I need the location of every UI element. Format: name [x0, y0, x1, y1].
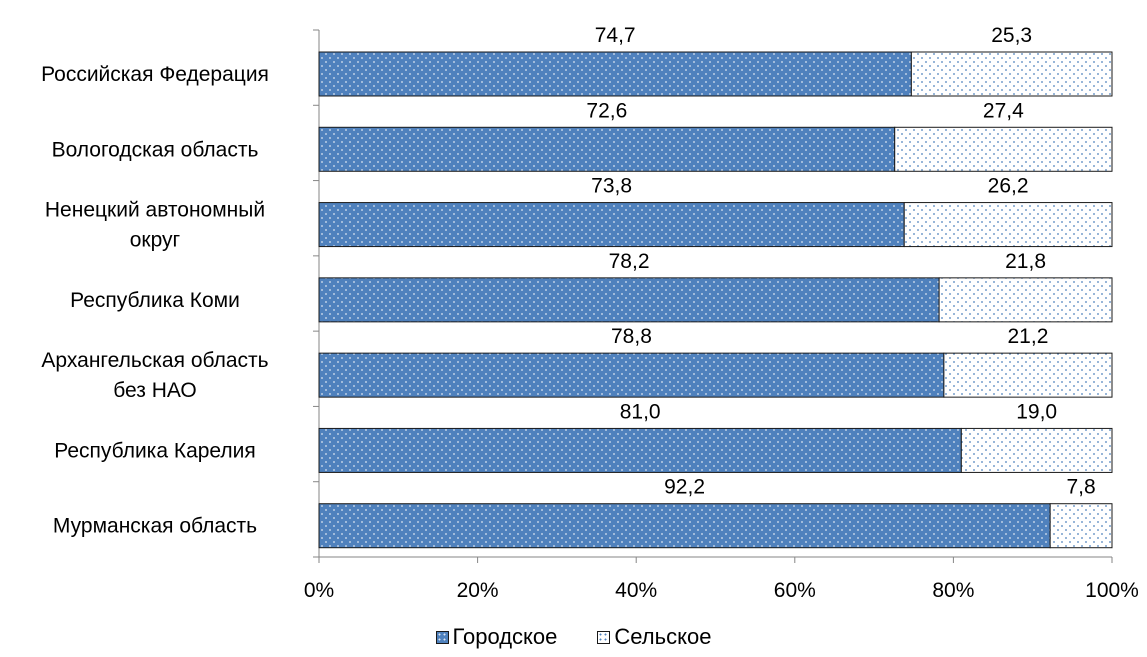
bar-urban	[318, 126, 896, 172]
data-label-urban: 72,6	[586, 99, 627, 122]
data-label-urban: 74,7	[595, 24, 636, 47]
category-label: Ненецкий автономный округ	[45, 199, 265, 252]
bar-urban	[318, 51, 912, 97]
legend-item-rural: Сельское	[597, 624, 711, 650]
category-label-line: Республика Коми	[70, 289, 240, 312]
data-label-urban: 73,8	[591, 175, 632, 198]
bar-urban	[318, 427, 962, 473]
legend-item-urban: Городское	[435, 624, 558, 650]
data-label-urban: 78,2	[609, 250, 650, 273]
category-label: Республика Коми	[70, 289, 240, 312]
legend-label-rural: Сельское	[614, 624, 712, 649]
data-label-rural: 19,0	[1016, 400, 1057, 423]
bar-rural	[894, 126, 1113, 172]
chart-labels: 0% 20% 40% 60% 80% 100% Российская Федерация 74…	[41, 24, 1139, 602]
category-label: Архангельская область без НАО	[41, 349, 268, 402]
category-label: Российская Федерация	[41, 63, 269, 86]
category-label-line: без НАО	[113, 379, 197, 402]
legend-swatch-urban	[435, 630, 449, 644]
bar-urban	[318, 503, 1051, 549]
category-label: Мурманская область	[53, 515, 257, 538]
data-label-urban: 78,8	[611, 325, 652, 348]
bar-urban	[318, 277, 940, 323]
bar-urban	[318, 352, 945, 398]
category-label: Вологодская область	[52, 138, 259, 161]
data-label-rural: 21,2	[1008, 325, 1049, 348]
bar-rural	[910, 51, 1113, 97]
bar-rural	[938, 277, 1113, 323]
data-label-rural: 7,8	[1066, 476, 1095, 499]
category-label-line: Ненецкий автономный	[45, 199, 265, 222]
category-label-line: Архангельская область	[41, 349, 268, 372]
data-label-urban: 92,2	[664, 476, 705, 499]
bar-rural	[960, 427, 1113, 473]
bar-urban	[318, 202, 905, 248]
bar-rural	[943, 352, 1113, 398]
category-label: Республика Карелия	[54, 439, 256, 462]
legend-swatch-rural	[597, 630, 611, 644]
x-tick-label: 20%	[457, 579, 499, 602]
chart-legend: Городское Сельское	[0, 624, 1147, 650]
x-tick-label: 0%	[304, 579, 334, 602]
data-label-rural: 27,4	[983, 99, 1024, 122]
x-tick-label: 100%	[1085, 579, 1139, 602]
x-tick-label: 80%	[932, 579, 974, 602]
data-label-rural: 21,8	[1005, 250, 1046, 273]
x-tick-label: 40%	[615, 579, 657, 602]
category-label-line: Мурманская область	[53, 515, 257, 538]
chart-bars	[318, 51, 1113, 549]
bar-rural	[1049, 503, 1113, 549]
bar-rural	[903, 202, 1113, 248]
category-label-line: округ	[130, 229, 181, 252]
category-label-line: Республика Карелия	[54, 439, 256, 462]
data-label-urban: 81,0	[620, 400, 661, 423]
legend-label-urban: Городское	[452, 624, 558, 649]
data-label-rural: 25,3	[991, 24, 1032, 47]
data-label-rural: 26,2	[988, 175, 1029, 198]
category-label-line: Российская Федерация	[41, 63, 269, 86]
x-tick-label: 60%	[774, 579, 816, 602]
category-label-line: Вологодская область	[52, 138, 259, 161]
